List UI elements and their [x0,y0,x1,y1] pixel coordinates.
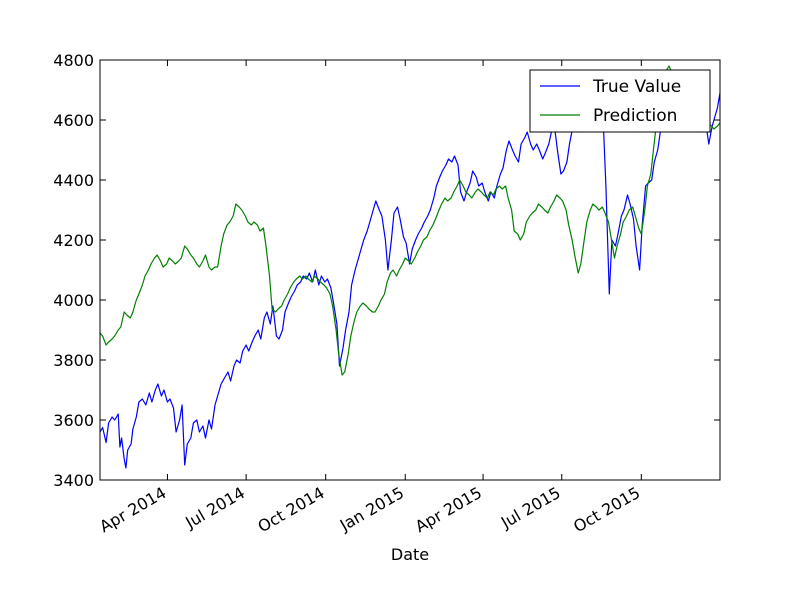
y-tick-label: 3400 [53,471,94,490]
x-tick-label: Apr 2014 [96,483,169,536]
x-tick-label: Oct 2015 [570,483,643,536]
x-tick-label: Oct 2014 [255,483,328,536]
series-line-true-value [99,92,721,469]
plot-frame [99,59,721,481]
series-line-prediction [99,65,721,376]
y-tick-label: 4600 [53,111,94,130]
y-tick-label: 3800 [53,351,94,370]
series-layer [99,65,721,469]
legend-label-true-value: True Value [592,77,681,97]
x-tick-label: Apr 2015 [412,483,485,536]
legend-box [529,69,711,133]
y-axis: 3400 3600 3800 4000 4200 4400 4600 4800 [53,51,720,490]
x-tick-label: Jul 2014 [181,483,248,533]
legend: True Value Prediction [529,69,711,133]
y-tick-label: 4400 [53,171,94,190]
y-tick-label: 3600 [53,411,94,430]
legend-label-prediction: Prediction [593,106,677,126]
x-axis-label: Date [391,545,429,564]
y-tick-label: 4800 [53,51,94,70]
x-tick-label: Jul 2015 [497,483,564,533]
x-tick-label: Jan 2015 [336,483,407,535]
y-tick-label: 4000 [53,291,94,310]
y-tick-label: 4200 [53,231,94,250]
